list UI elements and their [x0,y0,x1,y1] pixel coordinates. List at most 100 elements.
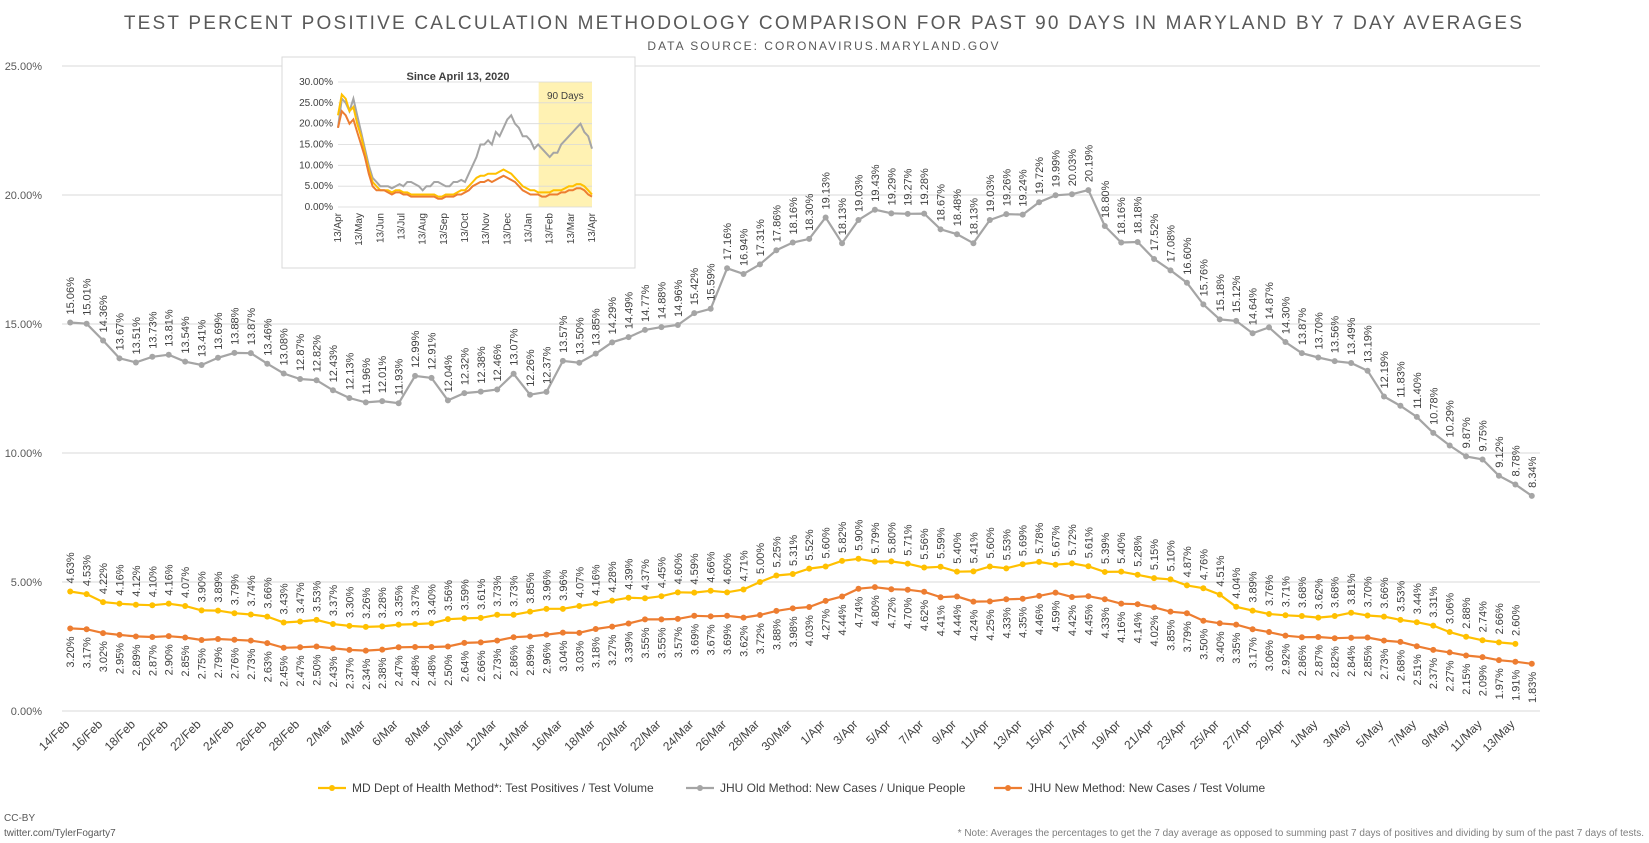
data-label: 2.73% [492,648,504,679]
data-label: 17.52% [1149,213,1161,251]
data-label: 3.17% [82,637,94,668]
data-point [904,210,911,217]
data-point [362,623,369,630]
data-label: 18.80% [1100,180,1112,218]
data-point [1430,622,1437,629]
data-point [428,374,435,381]
data-point [1512,658,1519,665]
data-point [839,593,846,600]
data-label: 3.55% [656,627,668,658]
data-label: 15.76% [1198,259,1210,297]
data-label: 4.63% [65,552,77,583]
data-label: 4.27% [821,609,833,640]
data-label: 3.31% [1428,586,1440,617]
data-point [297,644,304,651]
x-tick-label: 28/Mar [726,717,762,753]
data-point [444,643,451,650]
data-point [888,210,895,217]
data-label: 4.24% [968,609,980,640]
data-label: 4.45% [1083,604,1095,635]
inset-x-tick: 13/Aug [418,213,429,245]
data-point [1479,456,1486,463]
data-point [806,604,813,611]
x-tick-label: 30/Mar [759,717,795,753]
data-label: 2.88% [1461,597,1473,628]
data-point [559,605,566,612]
y-tick-label: 0.00% [11,706,42,718]
data-point [313,377,320,384]
data-point [871,584,878,591]
data-point [116,600,123,607]
data-point [576,602,583,609]
inset-series-line [337,94,593,192]
data-label: 3.27% [607,634,619,665]
data-point [165,633,172,640]
data-point [264,613,271,620]
data-label: 19.99% [1051,150,1063,188]
x-tick-label: 4/Mar [336,717,368,749]
data-label: 3.28% [377,587,389,618]
data-point [937,594,944,601]
data-label: 3.40% [1215,631,1227,662]
data-label: 18.30% [804,193,816,231]
data-point [428,620,435,627]
data-label: 14.49% [624,292,636,330]
data-label: 4.25% [985,609,997,640]
data-label: 13.81% [164,309,176,347]
data-point [871,206,878,213]
data-label: 18.48% [952,189,964,227]
data-label: 12.46% [492,344,504,382]
data-point [970,568,977,575]
data-point [297,375,304,382]
data-label: 15.42% [689,268,701,306]
data-label: 2.68% [1395,650,1407,681]
data-label: 2.82% [1330,646,1342,677]
data-label: 3.90% [197,571,209,602]
data-point [592,600,599,607]
data-point [527,608,534,615]
data-point [461,639,468,646]
x-tick-label: 10/Mar [430,717,466,753]
data-label: 3.43% [279,583,291,614]
data-point [1019,561,1026,568]
data-point [182,634,189,641]
data-label: 5.79% [870,522,882,553]
inset-x-tick: 13/Jan [524,213,535,243]
data-label: 4.03% [804,615,816,646]
data-label: 4.72% [886,597,898,628]
data-point [280,619,287,626]
data-point [674,589,681,596]
data-label: 3.59% [459,579,471,610]
data-point [100,337,107,344]
data-label: 4.45% [656,557,668,588]
data-label: 12.38% [476,346,488,384]
data-label: 3.81% [1346,573,1358,604]
data-label: 19.26% [1001,169,1013,207]
data-label: 2.87% [147,645,159,676]
data-label: 4.16% [114,564,126,595]
data-point [707,587,714,594]
data-label: 2.34% [361,658,373,689]
data-point [1528,660,1535,667]
data-label: 14.96% [673,280,685,318]
data-label: 3.56% [443,580,455,611]
inset-title: Since April 13, 2020 [407,71,510,83]
inset-y-tick: 5.00% [305,181,333,192]
data-label: 3.74% [246,575,258,606]
data-point [1413,413,1420,420]
data-label: 14.77% [640,284,652,322]
data-label: 5.52% [804,529,816,560]
data-point [806,565,813,572]
data-label: 13.46% [262,318,274,356]
data-label: 4.80% [870,595,882,626]
data-label: 2.73% [1379,648,1391,679]
data-label: 15.01% [82,278,94,316]
data-label: 2.75% [197,648,209,679]
data-point [527,391,534,398]
data-point [986,598,993,605]
x-tick-label: 3/May [1320,717,1353,750]
y-tick-label: 10.00% [5,448,43,460]
x-tick-label: 11/Apr [958,717,992,751]
data-point [1397,616,1404,623]
data-label: 20.19% [1083,145,1095,183]
